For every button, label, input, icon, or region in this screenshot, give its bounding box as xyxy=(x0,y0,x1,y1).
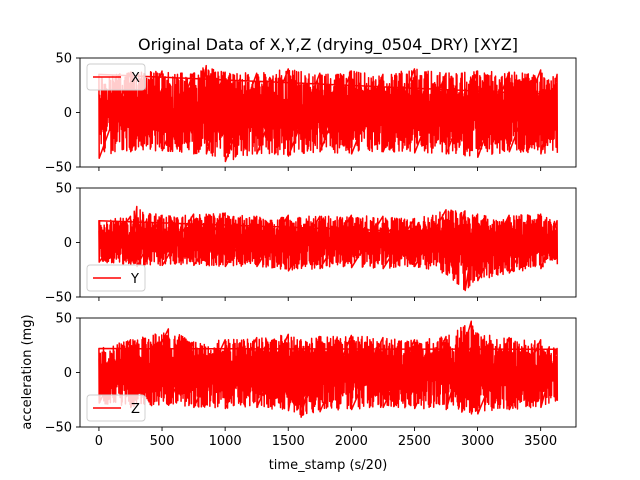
y-tick-label: −50 xyxy=(45,421,72,436)
y-tick-label: −50 xyxy=(45,291,72,306)
x-tick-label: 2500 xyxy=(398,434,431,449)
y-tick-label: 50 xyxy=(55,182,72,197)
y-tick-label: 0 xyxy=(64,366,72,381)
y-axis-label: acceleration (mg) xyxy=(20,314,35,429)
panel-x: −50 0 50 X xyxy=(45,52,577,176)
x-tick-label: 3500 xyxy=(524,434,557,449)
x-tick-label: 2000 xyxy=(335,434,368,449)
legend-label: Y xyxy=(130,272,139,287)
x-tick-label: 3000 xyxy=(461,434,494,449)
chart-title: Original Data of X,Y,Z (drying_0504_DRY)… xyxy=(138,35,518,55)
y-tick-label: 50 xyxy=(55,312,72,327)
series-line-y xyxy=(98,205,559,292)
series-line-x xyxy=(98,64,559,163)
legend-label: Z xyxy=(131,402,140,417)
panel-y: −50 0 50 Y xyxy=(45,182,577,306)
y-tick-label: 50 xyxy=(55,52,72,67)
y-tick-label: −50 xyxy=(45,161,72,176)
legend-z: Z xyxy=(86,394,146,422)
y-tick-label: 0 xyxy=(64,106,72,121)
x-tick-label: 500 xyxy=(150,434,175,449)
series-line-z xyxy=(98,320,559,418)
legend-label: X xyxy=(131,71,140,86)
x-tick-label: 1000 xyxy=(209,434,242,449)
x-tick-label: 0 xyxy=(95,434,103,449)
legend-x: X xyxy=(86,63,146,91)
x-tick-label: 1500 xyxy=(272,434,305,449)
y-tick-label: 0 xyxy=(64,236,72,251)
legend-y: Y xyxy=(86,264,146,292)
x-axis-label: time_stamp (s/20) xyxy=(269,458,388,473)
